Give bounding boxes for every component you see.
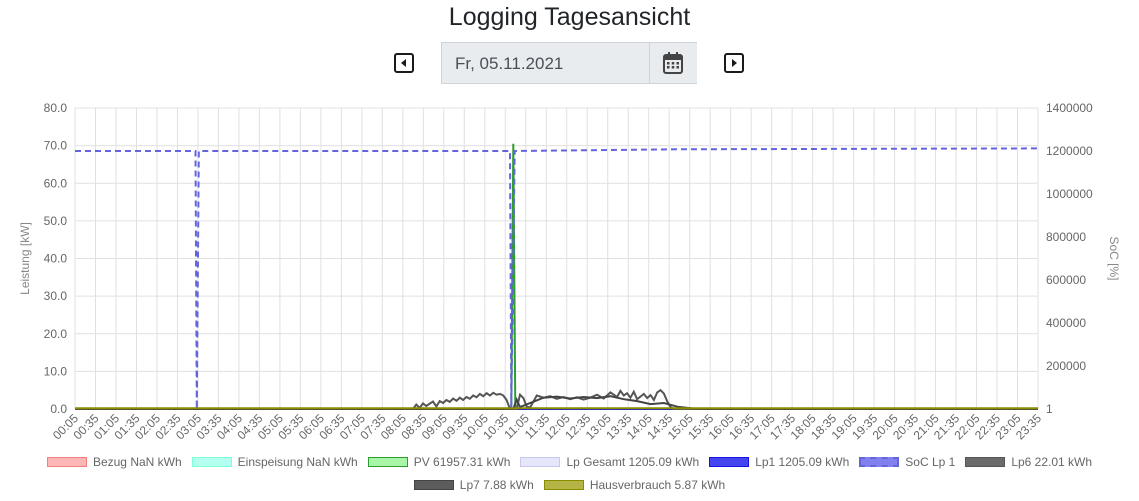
series-line-5 (75, 147, 1039, 410)
y2-tick-label: 1000000 (1046, 187, 1093, 201)
legend-label: Lp7 7.88 kWh (459, 478, 534, 492)
legend-swatch (543, 480, 584, 490)
legend-label: Lp6 22.01 kWh (1011, 455, 1093, 469)
y-tick-label: 70.0 (44, 139, 68, 153)
y2-tick-label: 800000 (1046, 230, 1086, 244)
y-tick-label: 10.0 (44, 364, 68, 378)
legend-item[interactable]: Einspeisung NaN kWh (191, 455, 358, 469)
y-tick-label: 30.0 (44, 289, 68, 303)
y-axis-label: Leistung [kW] (18, 222, 32, 295)
legend-item[interactable]: Bezug NaN kWh (46, 455, 182, 469)
legend-label: Lp Gesamt 1205.09 kWh (566, 455, 700, 469)
next-day-button[interactable] (724, 53, 744, 73)
y-tick-label: 80.0 (44, 101, 68, 115)
y2-tick-label: 200000 (1046, 359, 1086, 373)
y-tick-label: 40.0 (44, 252, 68, 266)
legend-item[interactable]: Hausverbrauch 5.87 kWh (543, 478, 726, 492)
y2-tick-label: 1200000 (1046, 144, 1093, 158)
date-input[interactable]: Fr, 05.11.2021 (455, 54, 564, 73)
legend-row-1: Bezug NaN kWh Einspeisung NaN kWh PV 61957… (0, 455, 1139, 469)
legend-swatch (520, 457, 561, 467)
calendar-button[interactable] (649, 43, 697, 83)
legend-item[interactable]: SoC Lp 1 (859, 455, 955, 469)
legend-label: Lp1 1205.09 kWh (755, 455, 850, 469)
y-tick-label: 60.0 (44, 176, 68, 190)
legend-item[interactable]: PV 61957.31 kWh (367, 455, 511, 469)
legend-item[interactable]: Lp7 7.88 kWh (413, 478, 534, 492)
legend-row-2: Lp7 7.88 kWh Hausverbrauch 5.87 kWh (0, 478, 1139, 492)
legend-item[interactable]: Lp1 1205.09 kWh (709, 455, 849, 469)
legend-label: Einspeisung NaN kWh (237, 455, 358, 469)
prev-day-button[interactable] (394, 53, 414, 73)
series-line-6 (75, 388, 1038, 410)
y-tick-label: 50.0 (44, 214, 68, 228)
y2-tick-label: 400000 (1046, 316, 1086, 330)
legend-item[interactable]: Lp Gesamt 1205.09 kWh (520, 455, 699, 469)
y2-tick-label: 1 (1046, 402, 1053, 416)
legend-label: Hausverbrauch 5.87 kWh (589, 478, 726, 492)
y2-tick-label: 600000 (1046, 273, 1086, 287)
legend-item[interactable]: Lp6 22.01 kWh (965, 455, 1092, 469)
legend-swatch (859, 457, 900, 467)
legend-swatch (191, 457, 232, 467)
legend-label: Bezug NaN kWh (92, 455, 182, 469)
logging-chart: 0.010.020.030.040.050.060.070.080.012000… (18, 101, 1121, 442)
caret-right-icon (732, 59, 737, 67)
legend-swatch (709, 457, 750, 467)
y2-tick-label: 1400000 (1046, 101, 1093, 115)
caret-left-icon (401, 59, 406, 67)
y-tick-label: 20.0 (44, 327, 68, 341)
legend-label: SoC Lp 1 (905, 455, 956, 469)
y-tick-label: 0.0 (50, 402, 67, 416)
legend-swatch (965, 457, 1006, 467)
y2-axis-label: SoC [%] (1107, 236, 1121, 280)
calendar-icon (663, 52, 683, 74)
date-picker[interactable]: Fr, 05.11.2021 (441, 42, 697, 84)
series-line-7 (75, 395, 1038, 410)
legend-swatch (367, 457, 408, 467)
legend-label: PV 61957.31 kWh (413, 455, 511, 469)
legend-swatch (46, 457, 87, 467)
legend-swatch (413, 480, 454, 490)
page-title: Logging Tagesansicht (448, 3, 691, 31)
